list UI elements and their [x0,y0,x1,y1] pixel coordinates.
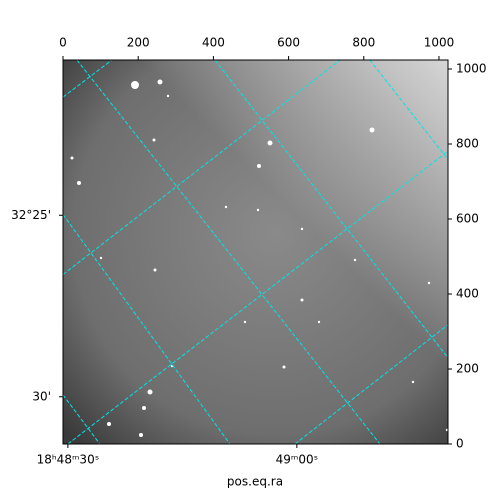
ra-grid-line [63,214,231,444]
dec-tick-label: 32°25' [11,208,51,222]
x-tick-label: 400 [202,36,225,50]
y-tick-label: 600 [456,212,479,226]
dec-grid-line [63,60,341,275]
x-tick-label: 800 [352,36,375,50]
dec-grid-line [294,324,448,444]
ra-grid-line [76,60,381,444]
x-tick-label: 1000 [424,36,455,50]
x-tick-label: 0 [59,36,67,50]
wcs-grid [63,60,448,444]
stars [70,79,449,437]
frame [62,59,449,445]
y-tick-label: 400 [456,287,479,301]
ra-grid-line [214,60,448,359]
x-axis-label: pos.eq.ra [227,475,283,489]
x-tick-label: 600 [277,36,300,50]
ra-grid-line [369,60,448,160]
dec-grid-line [63,60,113,98]
y-tick-label: 1000 [456,62,487,76]
y-tick-label: 200 [456,362,479,376]
ra-grid-line [63,394,101,444]
sky-image [63,60,449,444]
y-tick-label: 800 [456,137,479,151]
ra-tick-label: 49ᵐ00ˢ [276,453,319,467]
dec-tick-label: 30' [32,389,51,403]
dec-grid-line [67,150,448,444]
ra-tick-label: 18ʰ48ᵐ30ˢ [37,453,100,467]
y-tick-label: 0 [456,437,464,451]
x-tick-label: 200 [127,36,150,50]
